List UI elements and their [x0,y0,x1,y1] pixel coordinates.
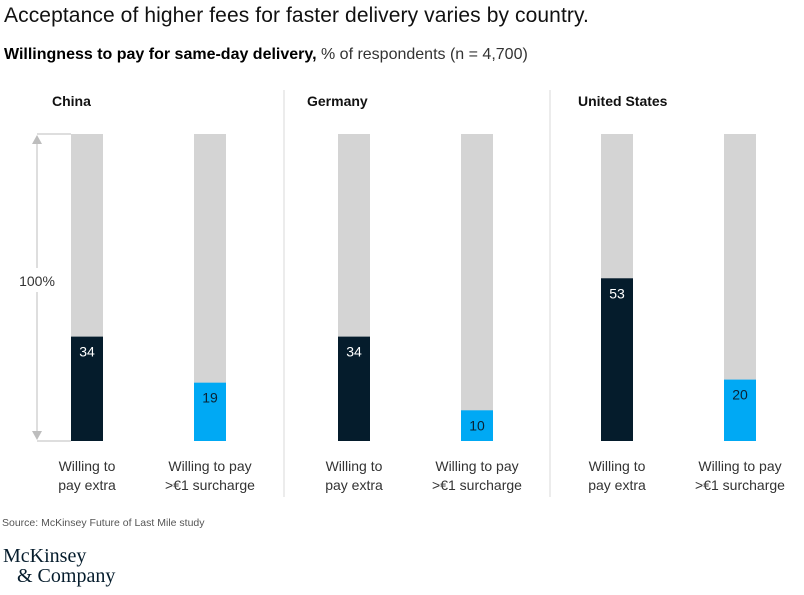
panel-title: China [52,93,91,109]
chart-title: Acceptance of higher fees for faster del… [4,4,589,27]
logo-line-2: & Company [17,565,116,587]
bar [338,336,370,441]
mckinsey-logo: McKinsey & Company [3,546,115,586]
bar-value-label: 34 [79,344,95,360]
arrow-up-icon [32,135,42,144]
bar [71,336,103,441]
category-label: >€1 surcharge [432,477,522,493]
category-label: Willing to [589,458,646,474]
category-label: Willing to pay [435,458,518,474]
category-label: Willing to pay [698,458,781,474]
bar-value-label: 10 [469,417,485,433]
category-label: Willing to [326,458,383,474]
bar-chart: 100% China 34 Willing to pay extra 19 Willing … [19,90,785,497]
source-note: Source: McKinsey Future of Last Mile stu… [2,517,205,529]
arrow-down-icon [32,431,42,440]
bar-value-label: 19 [202,390,218,406]
bar [461,410,493,441]
panel-title: United States [578,93,668,109]
category-label: >€1 surcharge [695,477,785,493]
category-label: Willing to pay [168,458,251,474]
category-label: Willing to [59,458,116,474]
chart-subtitle: Willingness to pay for same-day delivery… [4,46,528,64]
subtitle-bold: Willingness to pay for same-day delivery… [4,46,317,63]
bar [194,382,226,441]
bar-value-label: 53 [609,285,625,301]
panel-title: Germany [307,93,368,109]
category-label: pay extra [58,477,116,493]
bar-value-label: 34 [346,344,362,360]
subtitle-rest: % of respondents (n = 4,700) [316,46,528,63]
logo-line-1: McKinsey [3,545,87,567]
category-label: pay extra [325,477,383,493]
bar-value-label: 20 [732,387,748,403]
bar [724,379,756,441]
scale-label: 100% [19,273,55,289]
bar [601,278,633,441]
category-label: pay extra [588,477,646,493]
category-label: >€1 surcharge [165,477,255,493]
bar-track [461,134,493,441]
